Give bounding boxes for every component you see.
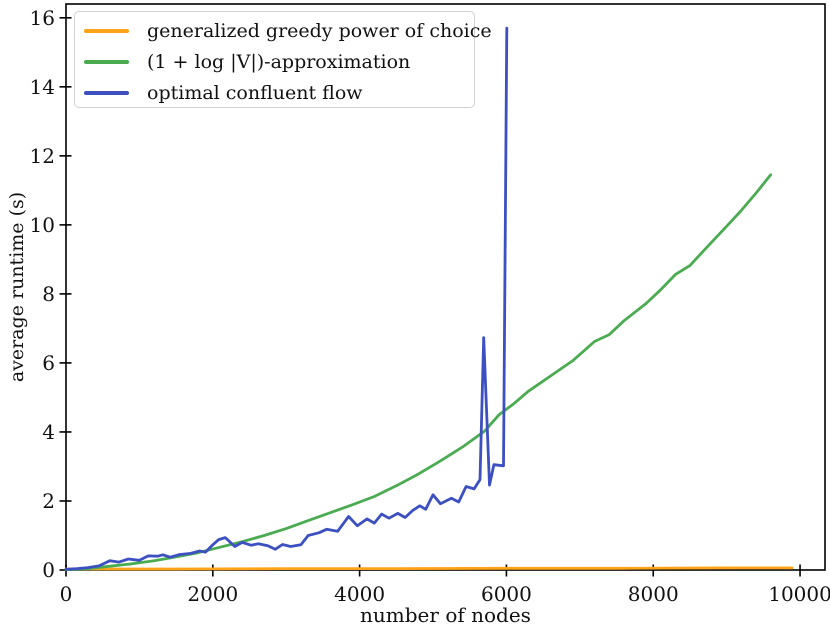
- x-tick-label: 10000: [768, 582, 830, 606]
- legend-item-approximation: (1 + log |V|)-approximation: [84, 46, 474, 77]
- legend-item-greedy: generalized greedy power of choice: [84, 15, 492, 46]
- y-tick-label: 12: [30, 144, 55, 168]
- y-tick-label: 6: [42, 351, 55, 375]
- y-tick-label: 2: [42, 489, 55, 513]
- legend-label: optimal confluent flow: [147, 81, 363, 104]
- series-line-0: [64, 566, 794, 571]
- x-tick-label: 0: [60, 582, 73, 606]
- x-tick-label: 4000: [334, 582, 385, 606]
- y-tick-label: 0: [42, 558, 55, 582]
- y-tick-label: 4: [42, 420, 55, 444]
- series-line-1: [64, 173, 773, 572]
- y-tick-label: 14: [30, 75, 55, 99]
- legend-label: (1 + log |V|)-approximation: [147, 50, 411, 73]
- legend: generalized greedy power of choice (1 + …: [74, 11, 492, 108]
- y-tick-label: 10: [30, 213, 55, 237]
- legend-line-swatch-blue: [84, 90, 129, 95]
- legend-item-optimal: optimal confluent flow: [84, 77, 474, 108]
- legend-line-swatch-green: [84, 59, 129, 64]
- x-tick-label: 8000: [628, 582, 679, 606]
- y-tick-label: 16: [30, 6, 55, 30]
- x-tick-label: 6000: [481, 582, 532, 606]
- legend-line-swatch-orange: [84, 28, 129, 33]
- series-line-2: [64, 26, 509, 571]
- legend-label: generalized greedy power of choice: [147, 19, 492, 42]
- x-tick-label: 2000: [187, 582, 238, 606]
- y-tick-label: 8: [42, 282, 55, 306]
- x-axis-label: number of nodes: [360, 603, 531, 627]
- y-axis-label: average runtime (s): [6, 191, 28, 383]
